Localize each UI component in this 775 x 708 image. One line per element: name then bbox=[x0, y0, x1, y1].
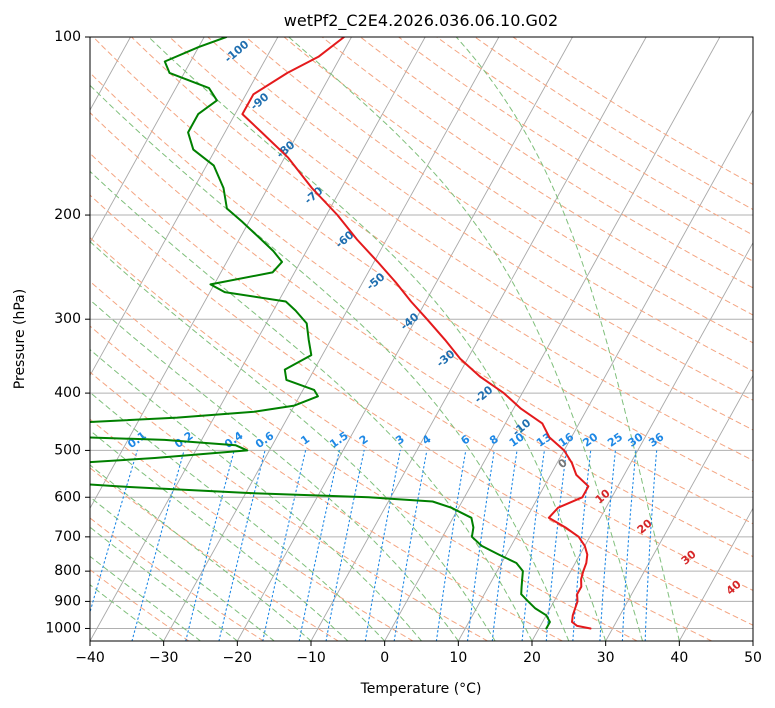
profile-lines bbox=[90, 37, 592, 630]
dry-adiabat-190 bbox=[474, 37, 753, 211]
x-tick-label: 10 bbox=[449, 650, 467, 666]
dry-adiabat-160 bbox=[359, 37, 753, 289]
dry-adiabat-150 bbox=[321, 37, 753, 316]
mixing-ratio-line-6 bbox=[435, 449, 467, 641]
dry-adiabat-60 bbox=[90, 152, 753, 591]
x-axis-title: Temperature (°C) bbox=[360, 681, 482, 697]
y-tick-label: 200 bbox=[54, 207, 81, 223]
mixing-ratio-line-0.6 bbox=[218, 449, 266, 641]
isotherm--50 bbox=[90, 37, 352, 510]
chart-title: wetPf2_C2E4.2026.036.06.10.G02 bbox=[284, 11, 558, 31]
mixing-ratio-line-10 bbox=[491, 449, 518, 641]
moist-adiabat-15 bbox=[90, 240, 496, 641]
y-tick-label: 100 bbox=[54, 29, 81, 45]
temperature-line bbox=[241, 37, 592, 630]
x-tick-label: 50 bbox=[744, 650, 762, 666]
mixing-ratio-line-2 bbox=[325, 449, 365, 641]
isotherm--40 bbox=[90, 37, 426, 641]
x-tick-label: 30 bbox=[597, 650, 615, 666]
x-tick-label: 40 bbox=[670, 650, 688, 666]
y-tick-label: 700 bbox=[54, 529, 81, 545]
mixing-ratio-line-3 bbox=[364, 449, 401, 641]
moist-adiabat-40 bbox=[455, 37, 680, 641]
isotherm--70 bbox=[90, 37, 205, 244]
x-tick-label: −10 bbox=[296, 650, 326, 666]
dry-adiabat-130 bbox=[245, 37, 753, 372]
mixing-ratio-line-4 bbox=[393, 449, 428, 641]
isotherm-30 bbox=[605, 374, 753, 641]
x-tick-label: −30 bbox=[149, 650, 179, 666]
mixing-ratio-line-0.4 bbox=[185, 449, 235, 641]
dry-adiabat-80 bbox=[90, 72, 753, 525]
moist-adiabat-10 bbox=[90, 299, 459, 641]
mixing-ratio-line-25 bbox=[599, 449, 616, 641]
isotherm-20 bbox=[531, 241, 753, 641]
y-tick-label: 300 bbox=[54, 311, 81, 327]
y-tick-label: 400 bbox=[54, 385, 81, 401]
moist-adiabat-20 bbox=[90, 170, 533, 641]
x-tick-label: −40 bbox=[75, 650, 105, 666]
mixing-ratio-line-1.5 bbox=[298, 449, 340, 641]
y-tick-label: 600 bbox=[54, 489, 81, 505]
moist-adiabat-30 bbox=[148, 37, 607, 641]
moist-adiabat-5 bbox=[90, 348, 422, 641]
dry-adiabat-40 bbox=[90, 236, 713, 641]
moist-adiabat-0 bbox=[90, 391, 386, 641]
x-tick-label: 20 bbox=[523, 650, 541, 666]
isotherm--30 bbox=[163, 37, 500, 641]
mixing-ratio-line-16 bbox=[545, 449, 568, 641]
dewpoint-line bbox=[90, 37, 551, 630]
y-tick-label: 1000 bbox=[45, 620, 81, 636]
isotherm--60 bbox=[90, 37, 279, 377]
background-lines bbox=[90, 37, 753, 641]
dry-adiabat-20 bbox=[90, 325, 563, 641]
y-axis: 100 200 300 400 500 600 700 800 900 1000 bbox=[45, 29, 90, 636]
isotherm-40 bbox=[678, 507, 753, 641]
dry-adiabat-30 bbox=[90, 280, 638, 641]
moist-adiabat-25 bbox=[90, 84, 570, 641]
isotherm-10 bbox=[457, 109, 753, 641]
mixing-ratio-line-0.2 bbox=[131, 449, 185, 641]
moist-adiabat--5 bbox=[90, 429, 349, 641]
dry-adiabat--10 bbox=[90, 467, 339, 641]
mixing-ratio-line-1 bbox=[262, 449, 307, 641]
dry-adiabat--20 bbox=[90, 517, 264, 641]
moist-adiabat--10 bbox=[90, 464, 312, 641]
dry-adiabat-140 bbox=[283, 37, 753, 344]
dry-adiabat-70 bbox=[90, 111, 753, 558]
x-tick-label: 0 bbox=[380, 650, 389, 666]
plot-frame bbox=[89, 36, 754, 642]
mixing-ratio-line-36 bbox=[644, 449, 658, 641]
isotherm--20 bbox=[236, 37, 573, 641]
y-axis-title: Pressure (hPa) bbox=[12, 289, 28, 389]
dry-adiabat-0 bbox=[90, 418, 414, 641]
isotherm-0 bbox=[384, 37, 721, 641]
mixing-ratio-line-0.1 bbox=[90, 449, 138, 615]
x-tick-label: −20 bbox=[223, 650, 253, 666]
y-tick-label: 900 bbox=[54, 593, 81, 609]
dry-adiabat-100 bbox=[131, 37, 753, 462]
mixing-ratio-line-13 bbox=[521, 449, 545, 641]
dry-adiabat-180 bbox=[436, 37, 753, 236]
dry-adiabat-90 bbox=[92, 37, 753, 493]
mixing-ratio-line-30 bbox=[621, 449, 637, 641]
moist-adiabat--15 bbox=[90, 496, 275, 641]
y-tick-label: 500 bbox=[54, 442, 81, 458]
y-tick-label: 800 bbox=[54, 563, 81, 579]
dry-adiabat-50 bbox=[90, 194, 753, 626]
x-axis: −40 −30 −20 −10 0 10 20 30 40 50 bbox=[75, 641, 762, 666]
